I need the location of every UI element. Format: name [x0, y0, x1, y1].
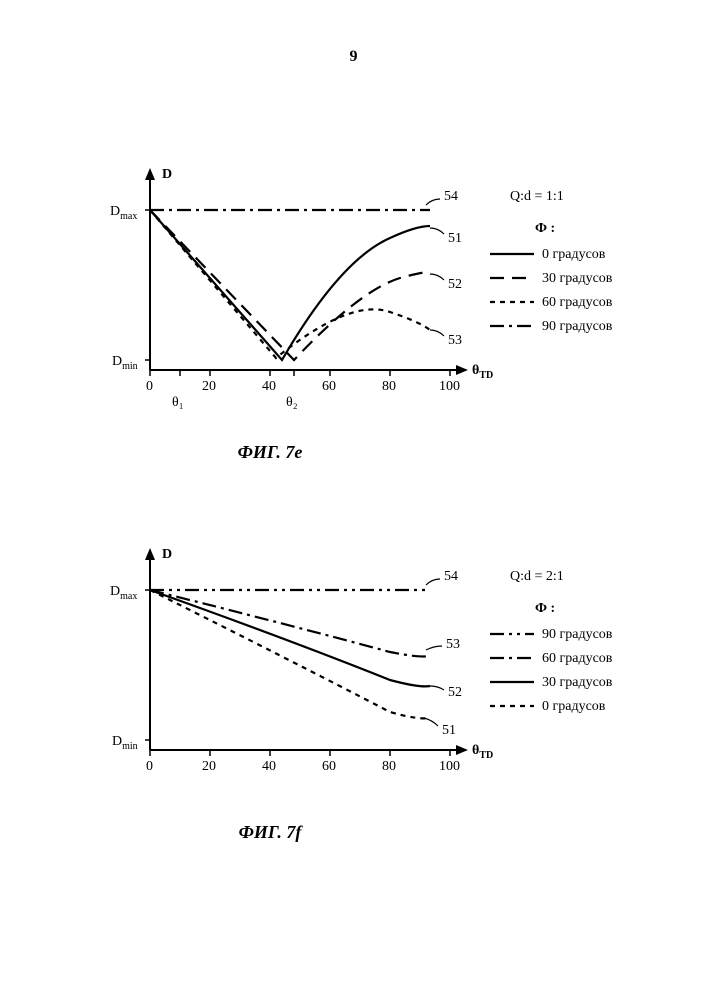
ytick-max: Dmax	[110, 204, 137, 222]
curve-52	[150, 590, 430, 686]
phi-label-7e: Ф :	[535, 221, 555, 236]
svg-text:100: 100	[439, 379, 460, 394]
ytick-min: Dmin	[112, 354, 138, 372]
svg-text:60: 60	[322, 379, 336, 394]
ratio-label-7e: Q:d = 1:1	[510, 189, 564, 204]
y-axis-label: D	[162, 547, 172, 562]
svg-text:20: 20	[202, 379, 216, 394]
svg-text:40: 40	[262, 379, 276, 394]
callout-54: 54	[444, 189, 458, 204]
svg-text:30 градусов: 30 градусов	[542, 675, 613, 690]
svg-text:80: 80	[382, 759, 396, 774]
callout-52: 52	[448, 277, 462, 292]
page: 9 D Dmax Dmin	[0, 0, 707, 1000]
theta2-label: θ₂	[286, 395, 298, 410]
curve-52	[150, 210, 430, 360]
caption-7f: ФИГ. 7f	[90, 822, 450, 843]
svg-text:90 градусов: 90 градусов	[542, 627, 613, 642]
callout-51: 51	[448, 231, 462, 246]
phi-label-7f: Ф :	[535, 601, 555, 616]
ytick-min: Dmin	[112, 734, 138, 752]
svg-text:30 градусов: 30 градусов	[542, 271, 613, 286]
legend-7e: 0 градусов 30 градусов 60 градусов 90 гр…	[490, 247, 613, 334]
callout-53: 53	[448, 333, 462, 348]
x-ticks: 0 20 40 60 80 100	[146, 370, 460, 394]
x-ticks: 0 20 40 60 80 100	[146, 750, 460, 774]
figure-7f: D Dmax Dmin 0 20 40 60 80 100	[90, 540, 630, 843]
callout-54: 54	[444, 569, 458, 584]
svg-text:90 градусов: 90 градусов	[542, 319, 613, 334]
x-axis-label: θTD	[472, 363, 493, 381]
curve-51	[150, 210, 430, 360]
callout-53: 53	[446, 637, 460, 652]
x-axis-label: θTD	[472, 743, 493, 761]
svg-text:0 градусов: 0 градусов	[542, 247, 606, 262]
curve-51	[150, 590, 430, 718]
ytick-max: Dmax	[110, 584, 137, 602]
caption-7e: ФИГ. 7е	[90, 442, 450, 463]
svg-text:0: 0	[146, 379, 153, 394]
svg-text:80: 80	[382, 379, 396, 394]
theta1-label: θ₁	[172, 395, 184, 410]
callout-51: 51	[442, 723, 456, 738]
svg-text:60 градусов: 60 градусов	[542, 295, 613, 310]
svg-text:60 градусов: 60 градусов	[542, 651, 613, 666]
figure-7e: D Dmax Dmin 0 20 40 60 80 100	[90, 160, 630, 463]
svg-text:40: 40	[262, 759, 276, 774]
svg-text:0 градусов: 0 градусов	[542, 699, 606, 714]
chart-7f: D Dmax Dmin 0 20 40 60 80 100	[90, 540, 630, 810]
svg-text:20: 20	[202, 759, 216, 774]
y-axis-label: D	[162, 167, 172, 182]
ratio-label-7f: Q:d = 2:1	[510, 569, 564, 584]
svg-text:60: 60	[322, 759, 336, 774]
svg-text:100: 100	[439, 759, 460, 774]
curve-53	[150, 210, 430, 358]
legend-7f: 90 градусов 60 градусов 30 градусов 0 гр…	[490, 627, 613, 714]
svg-text:0: 0	[146, 759, 153, 774]
page-number: 9	[0, 48, 707, 66]
chart-7e: D Dmax Dmin 0 20 40 60 80 100	[90, 160, 630, 430]
callout-52: 52	[448, 685, 462, 700]
curve-53	[150, 590, 430, 657]
